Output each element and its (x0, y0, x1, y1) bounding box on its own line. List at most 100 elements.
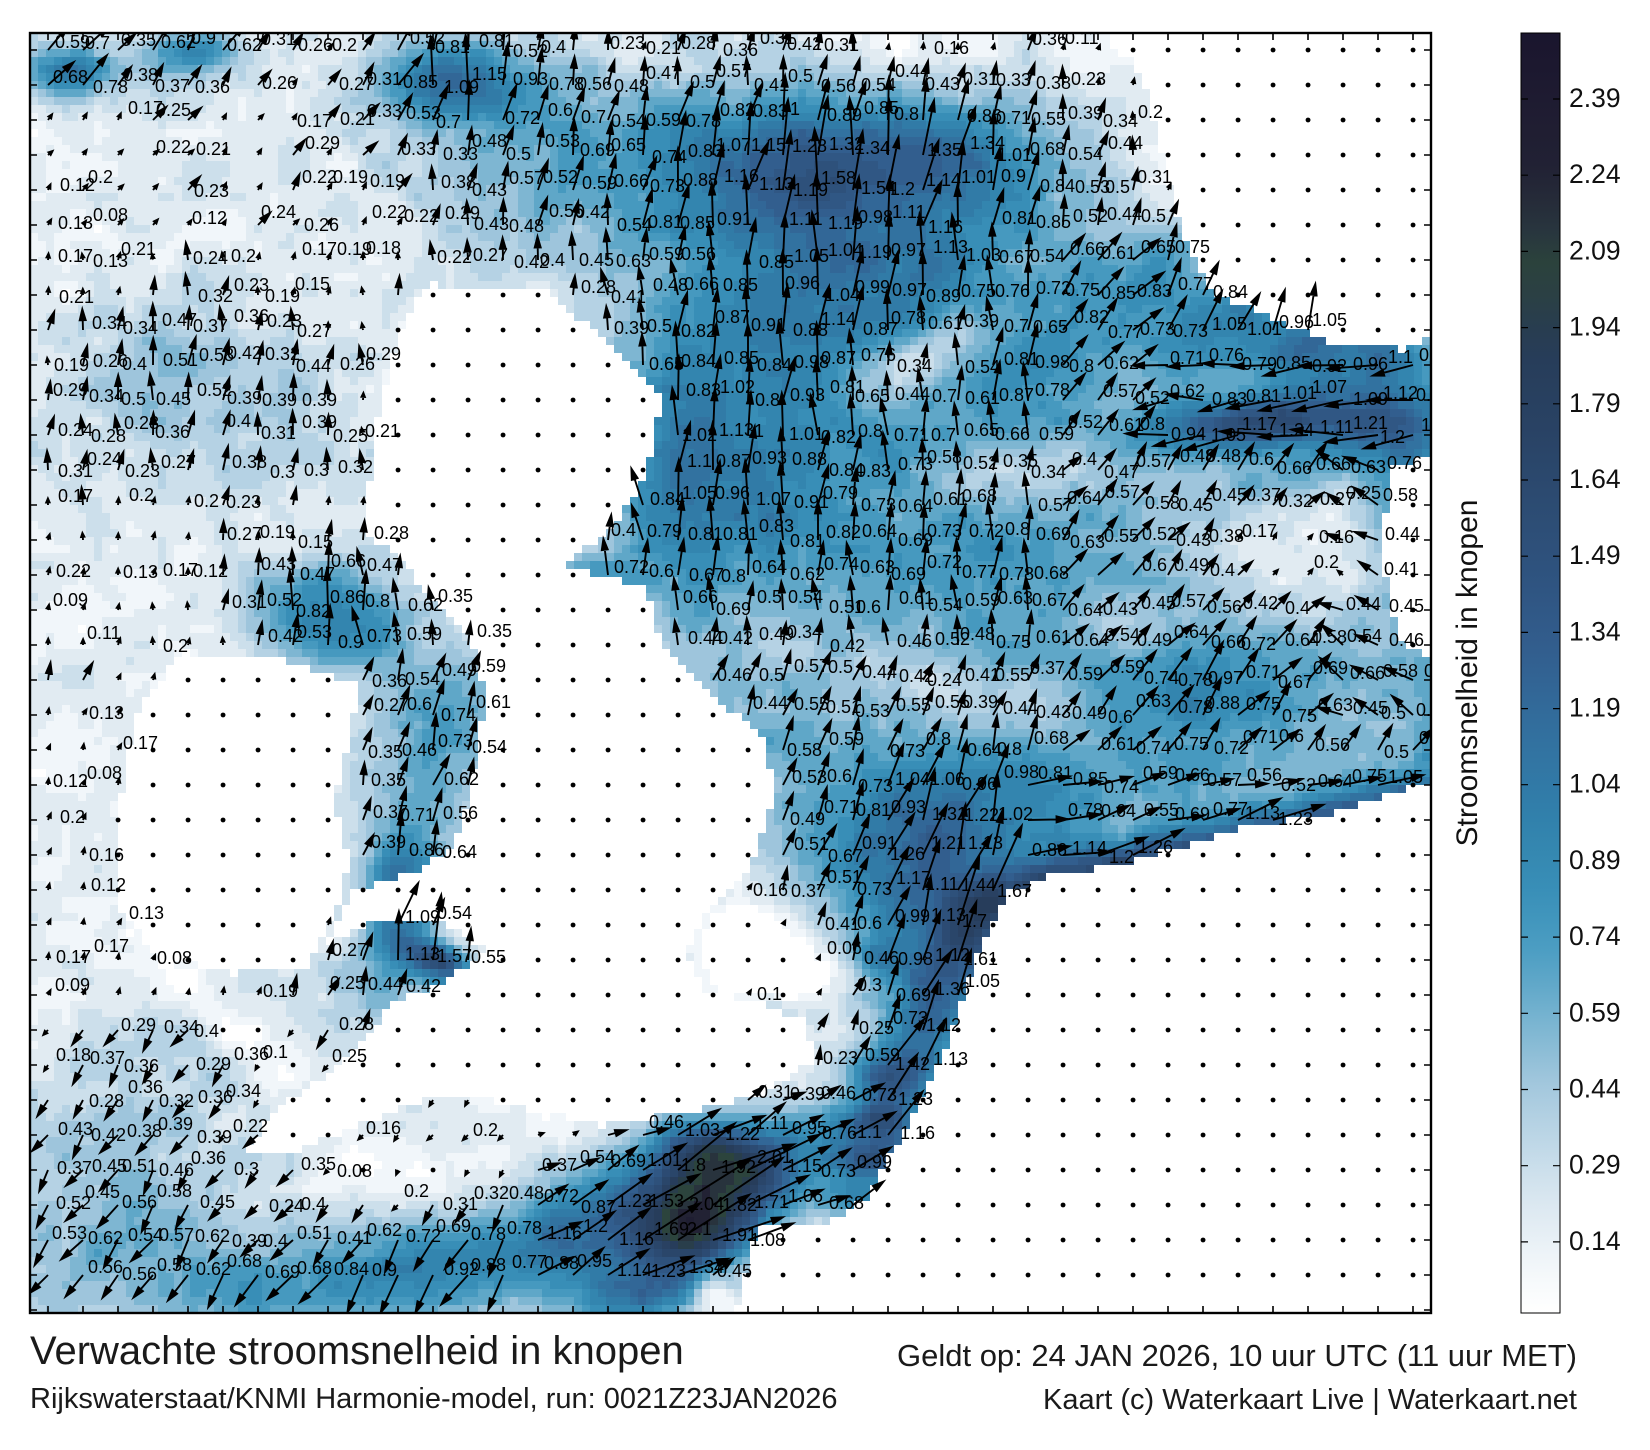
svg-text:0.19: 0.19 (370, 171, 405, 191)
svg-text:0.49: 0.49 (442, 660, 477, 680)
svg-text:0.93: 0.93 (790, 385, 825, 405)
svg-text:0.42: 0.42 (268, 626, 303, 646)
svg-text:1.34: 1.34 (970, 133, 1005, 153)
svg-text:0.68: 0.68 (1034, 563, 1069, 583)
svg-text:Verwachte stroomsnelheid in kn: Verwachte stroomsnelheid in knopen (30, 1329, 684, 1373)
svg-text:0.4: 0.4 (1210, 560, 1235, 580)
svg-text:0.28: 0.28 (681, 33, 716, 53)
svg-text:0.43: 0.43 (261, 554, 296, 574)
svg-text:0.55: 0.55 (1104, 526, 1139, 546)
svg-text:0.21: 0.21 (646, 38, 681, 58)
svg-text:0.72: 0.72 (406, 1226, 441, 1246)
svg-text:0.43: 0.43 (1103, 599, 1138, 619)
svg-text:0.56: 0.56 (1247, 765, 1282, 785)
svg-text:0.26: 0.26 (298, 35, 333, 55)
svg-text:0.4: 0.4 (194, 1021, 219, 1041)
svg-text:0.43: 0.43 (58, 1119, 93, 1139)
svg-text:0.34: 0.34 (787, 622, 822, 642)
svg-text:0.13: 0.13 (89, 703, 124, 723)
svg-text:0.54: 0.54 (1030, 246, 1065, 266)
svg-text:0.69: 0.69 (580, 140, 615, 160)
svg-text:0.58: 0.58 (1383, 661, 1418, 681)
svg-text:0.49: 0.49 (790, 809, 825, 829)
svg-text:0.24: 0.24 (269, 1196, 304, 1216)
svg-text:1.22: 1.22 (725, 1124, 760, 1144)
svg-text:0.73: 0.73 (367, 626, 402, 646)
svg-text:0.41: 0.41 (754, 75, 789, 95)
svg-text:0.82: 0.82 (681, 321, 716, 341)
svg-text:0.37: 0.37 (791, 881, 826, 901)
svg-text:0.81: 0.81 (648, 212, 683, 232)
svg-text:0.8: 0.8 (1140, 414, 1165, 434)
svg-text:0.57: 0.57 (1038, 495, 1073, 515)
svg-text:0.41: 0.41 (1384, 559, 1419, 579)
svg-text:0.69: 0.69 (716, 599, 751, 619)
svg-text:0.37: 0.37 (542, 1155, 577, 1175)
svg-text:0.64: 0.64 (1074, 630, 1109, 650)
svg-text:0.29: 0.29 (445, 203, 480, 223)
svg-text:2.04: 2.04 (689, 1194, 724, 1214)
svg-text:0.71: 0.71 (1170, 348, 1205, 368)
svg-text:1.42: 1.42 (895, 1054, 930, 1074)
svg-text:0.5: 0.5 (788, 66, 813, 86)
svg-text:0.56: 0.56 (549, 201, 584, 221)
svg-text:0.81: 0.81 (1246, 386, 1281, 406)
svg-text:0.74: 0.74 (1136, 738, 1171, 758)
svg-text:0.81: 0.81 (723, 524, 758, 544)
svg-text:0.17: 0.17 (302, 239, 337, 259)
svg-text:0.91: 0.91 (717, 209, 752, 229)
svg-text:0.27: 0.27 (1320, 489, 1355, 509)
svg-text:0.31: 0.31 (760, 28, 795, 48)
svg-text:1.26: 1.26 (890, 844, 925, 864)
svg-text:0.64: 0.64 (898, 496, 933, 516)
svg-text:0.41: 0.41 (337, 1228, 372, 1248)
svg-text:0.69: 0.69 (896, 985, 931, 1005)
svg-text:0.94: 0.94 (1171, 424, 1206, 444)
svg-text:0.56: 0.56 (88, 1257, 123, 1277)
svg-text:0.77: 0.77 (1108, 322, 1143, 342)
svg-text:0.22: 0.22 (233, 1116, 268, 1136)
svg-text:0.13: 0.13 (129, 903, 164, 923)
svg-text:0.13: 0.13 (123, 562, 158, 582)
svg-text:0.86: 0.86 (967, 106, 1002, 126)
svg-text:1.11: 1.11 (755, 1113, 789, 1133)
svg-text:0.61: 0.61 (1101, 243, 1136, 263)
svg-text:0.34: 0.34 (89, 386, 124, 406)
svg-text:0.38: 0.38 (1036, 73, 1071, 93)
svg-text:0.66: 0.66 (1316, 454, 1351, 474)
svg-text:0.34: 0.34 (1031, 462, 1066, 482)
svg-text:0.93: 0.93 (891, 797, 926, 817)
svg-text:0.75: 0.75 (1246, 694, 1281, 714)
svg-text:1.02: 1.02 (998, 804, 1033, 824)
svg-text:0.35: 0.35 (368, 742, 403, 762)
svg-text:0.88: 0.88 (1205, 693, 1240, 713)
svg-text:0.61: 0.61 (928, 313, 963, 333)
svg-text:1.1: 1.1 (687, 451, 712, 471)
svg-text:0.12: 0.12 (91, 875, 126, 895)
svg-text:0.48: 0.48 (509, 1183, 544, 1203)
svg-text:1.31: 1.31 (932, 804, 967, 824)
svg-text:0.46: 0.46 (821, 1083, 856, 1103)
svg-text:1.23: 1.23 (1278, 809, 1313, 829)
svg-text:0.46: 0.46 (897, 631, 932, 651)
svg-text:1: 1 (790, 99, 800, 119)
svg-text:0.3: 0.3 (304, 460, 329, 480)
svg-text:0.47: 0.47 (646, 63, 681, 83)
svg-text:1.03: 1.03 (685, 1120, 720, 1140)
svg-text:0.82: 0.82 (821, 427, 856, 447)
svg-text:0.4: 0.4 (1285, 598, 1310, 618)
svg-text:0.62: 0.62 (88, 1228, 123, 1248)
svg-text:0.81: 0.81 (1002, 208, 1037, 228)
svg-text:0.51: 0.51 (297, 1223, 332, 1243)
svg-text:0.13: 0.13 (93, 251, 128, 271)
svg-text:2.39: 2.39 (1569, 83, 1621, 113)
svg-text:0.34: 0.34 (123, 318, 158, 338)
svg-text:0.74: 0.74 (441, 705, 476, 725)
svg-text:1.13: 1.13 (933, 1049, 968, 1069)
svg-text:1.01: 1.01 (647, 1150, 682, 1170)
svg-text:0.8: 0.8 (858, 421, 883, 441)
svg-text:0.6: 0.6 (1142, 555, 1167, 575)
svg-text:0.79: 0.79 (647, 521, 682, 541)
svg-text:0.65: 0.65 (1141, 237, 1176, 257)
svg-text:1.01: 1.01 (789, 424, 824, 444)
